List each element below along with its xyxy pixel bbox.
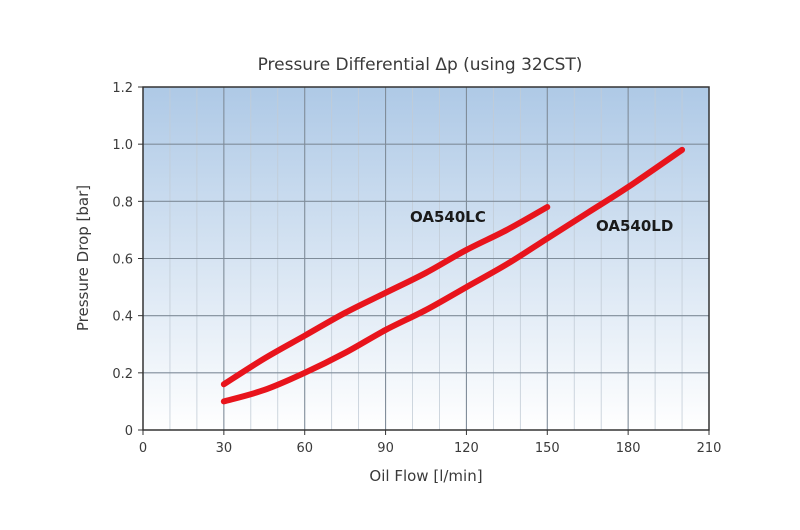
tick-labels: 0 30 60 90 120 150 180 210 0 0.2 0.4 0.6 0.8 1.0 1.2 bbox=[112, 81, 721, 456]
x-tick-label: 210 bbox=[697, 441, 722, 456]
y-tick-label: 1.2 bbox=[112, 81, 133, 96]
series-label-oa540ld: OA540LD bbox=[596, 217, 673, 235]
y-tick-label: 0.4 bbox=[112, 310, 133, 325]
y-tick-label: 1.0 bbox=[112, 138, 133, 153]
x-tick-label: 90 bbox=[377, 441, 394, 456]
x-tick-label: 30 bbox=[216, 441, 233, 456]
series-line-oa540lc bbox=[220, 204, 551, 388]
x-tick-label: 120 bbox=[454, 441, 479, 456]
series-line-oa540ld bbox=[220, 146, 686, 405]
y-tick-label: 0.8 bbox=[112, 195, 133, 210]
y-axis-label: Pressure Drop [bar] bbox=[74, 185, 92, 331]
x-tick-label: 0 bbox=[139, 441, 147, 456]
plot-frame bbox=[142, 86, 710, 431]
x-axis-label: Oil Flow [l/min] bbox=[369, 467, 482, 485]
series-label-oa540lc: OA540LC bbox=[410, 208, 486, 226]
y-tick-label: 0.2 bbox=[112, 367, 133, 382]
x-tick-label: 60 bbox=[296, 441, 313, 456]
x-tick-label: 150 bbox=[535, 441, 560, 456]
series-lines bbox=[220, 146, 686, 405]
y-tick-label: 0.6 bbox=[112, 253, 133, 268]
x-tick-label: 180 bbox=[616, 441, 641, 456]
grid bbox=[143, 87, 709, 430]
y-tick-label: 0 bbox=[125, 424, 133, 439]
chart-title: Pressure Differential Δp (using 32CST) bbox=[258, 55, 583, 75]
